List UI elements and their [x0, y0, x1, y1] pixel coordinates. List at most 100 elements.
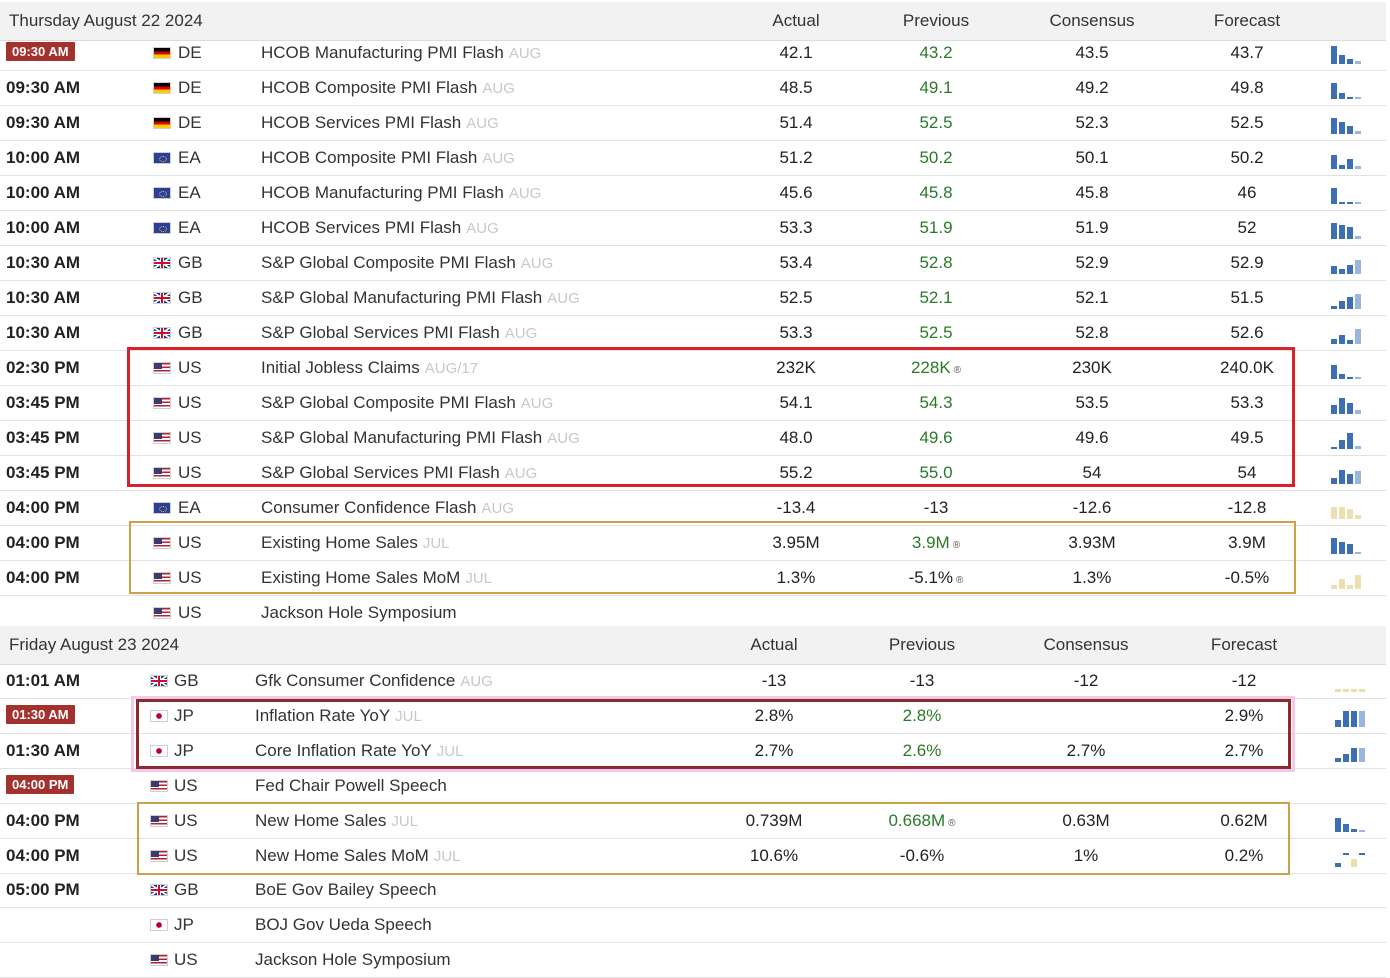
sparkline-icon[interactable] [1330, 289, 1364, 309]
event-row[interactable]: 10:30 AM GB S&P Global Services PMI Flash A… [0, 316, 1386, 351]
sparkline-icon[interactable] [1334, 847, 1368, 867]
event-title[interactable]: BOJ Gov Ueda Speech [255, 915, 432, 935]
sparkline-icon[interactable] [1330, 499, 1364, 519]
sparkline-icon[interactable] [1330, 569, 1364, 589]
event-row[interactable]: 09:30 AM DE HCOB Composite PMI Flash AUG 48.… [0, 71, 1386, 106]
event-row[interactable]: 09:30 AM DE HCOB Services PMI Flash AUG 51.4… [0, 106, 1386, 141]
event-name[interactable]: BoE Gov Bailey Speech [255, 880, 436, 900]
event-row[interactable]: 10:30 AM GB S&P Global Manufacturing PMI F… [0, 281, 1386, 316]
event-row[interactable]: 04:00 PM US New Home Sales MoM JUL 10.6% -0.6… [0, 839, 1386, 874]
event-name[interactable]: New Home Sales MoM JUL [255, 846, 461, 866]
event-row[interactable]: 02:30 PM US Initial Jobless Claims AUG/17 23… [0, 351, 1386, 386]
event-name[interactable]: S&P Global Composite PMI Flash AUG [261, 253, 553, 273]
event-name[interactable]: Fed Chair Powell Speech [255, 776, 447, 796]
event-title[interactable]: S&P Global Manufacturing PMI Flash [261, 288, 543, 307]
event-row[interactable]: 04:00 PM US Existing Home Sales JUL 3.95M 3.9… [0, 526, 1386, 561]
event-row[interactable]: 01:30 AM JP Core Inflation Rate YoY JUL 2.7%… [0, 734, 1386, 769]
event-name[interactable]: S&P Global Composite PMI Flash AUG [261, 393, 553, 413]
sparkline-icon[interactable] [1334, 707, 1368, 727]
event-title[interactable]: HCOB Composite PMI Flash [261, 78, 478, 97]
column-header-previous[interactable]: Previous [888, 635, 956, 654]
event-title[interactable]: Initial Jobless Claims [261, 358, 420, 377]
sparkline-icon[interactable] [1330, 79, 1364, 99]
event-name[interactable]: Existing Home Sales MoM JUL [261, 568, 492, 588]
event-row[interactable]: 01:01 AM GB Gfk Consumer Confidence AUG -13 -… [0, 664, 1386, 699]
event-title[interactable]: HCOB Services PMI Flash [261, 218, 462, 237]
event-name[interactable]: HCOB Manufacturing PMI Flash AUG [261, 183, 541, 203]
sparkline-icon[interactable] [1330, 219, 1364, 239]
sparkline-icon[interactable] [1330, 44, 1364, 64]
event-name[interactable]: BOJ Gov Ueda Speech [255, 915, 432, 935]
event-name[interactable]: S&P Global Manufacturing PMI Flash AUG [261, 288, 580, 308]
event-row[interactable]: 04:00 PM US Existing Home Sales MoM JUL 1.3%… [0, 561, 1386, 596]
event-title[interactable]: S&P Global Services PMI Flash [261, 463, 500, 482]
column-header-forecast[interactable]: Forecast [1210, 635, 1278, 654]
event-title[interactable]: Existing Home Sales [261, 533, 418, 552]
column-header-consensus[interactable]: Consensus [1043, 635, 1129, 654]
sparkline-icon[interactable] [1330, 359, 1364, 379]
event-title[interactable]: Jackson Hole Symposium [261, 603, 457, 622]
event-title[interactable]: Inflation Rate YoY [255, 705, 391, 725]
event-title[interactable]: Core Inflation Rate YoY [255, 740, 432, 760]
event-row[interactable]: 10:00 AM EA HCOB Composite PMI Flash AUG 51.… [0, 141, 1386, 176]
sparkline-icon[interactable] [1330, 429, 1364, 449]
event-name[interactable]: HCOB Services PMI Flash AUG [261, 113, 499, 133]
sparkline-icon[interactable] [1330, 464, 1364, 484]
column-header-forecast[interactable]: Forecast [1213, 11, 1281, 30]
event-row[interactable]: 09:30 AM DE HCOB Manufacturing PMI Flash AU… [0, 36, 1386, 71]
event-name[interactable]: HCOB Manufacturing PMI Flash AUG [261, 43, 541, 63]
event-row[interactable]: 04:00 PM EA Consumer Confidence Flash AUG -1… [0, 491, 1386, 526]
sparkline-icon[interactable] [1330, 114, 1364, 134]
sparkline-icon[interactable] [1330, 394, 1364, 414]
sparkline-icon[interactable] [1330, 149, 1364, 169]
event-title[interactable]: S&P Global Composite PMI Flash [261, 253, 516, 272]
event-title[interactable]: Jackson Hole Symposium [255, 950, 451, 970]
event-row[interactable]: 10:00 AM EA HCOB Services PMI Flash AUG 53.3… [0, 211, 1386, 246]
event-row[interactable]: 03:45 PM US S&P Global Services PMI Flash A… [0, 456, 1386, 491]
event-title[interactable]: S&P Global Manufacturing PMI Flash [261, 428, 543, 447]
event-row[interactable]: 10:30 AM GB S&P Global Composite PMI Flash… [0, 246, 1386, 281]
event-title[interactable]: Consumer Confidence Flash [261, 498, 477, 517]
event-row[interactable]: US Jackson Hole Symposium [0, 943, 1386, 978]
event-name[interactable]: Initial Jobless Claims AUG/17 [261, 358, 478, 378]
event-row[interactable]: 03:45 PM US S&P Global Manufacturing PMI F… [0, 421, 1386, 456]
sparkline-icon[interactable] [1330, 534, 1364, 554]
event-name[interactable]: Existing Home Sales JUL [261, 533, 450, 553]
sparkline-icon[interactable] [1334, 742, 1368, 762]
event-row[interactable]: 01:30 AM JP Inflation Rate YoY JUL 2.8% 2.8% 2… [0, 699, 1386, 734]
event-row[interactable]: 04:00 PM US Fed Chair Powell Speech [0, 769, 1386, 804]
event-name[interactable]: Consumer Confidence Flash AUG [261, 498, 514, 518]
event-title[interactable]: HCOB Manufacturing PMI Flash [261, 183, 504, 202]
event-name[interactable]: New Home Sales JUL [255, 811, 418, 831]
event-title[interactable]: Existing Home Sales MoM [261, 568, 461, 587]
event-row[interactable]: JP BOJ Gov Ueda Speech [0, 908, 1386, 944]
event-row[interactable]: 04:00 PM US New Home Sales JUL 0.739M 0.668M ®… [0, 804, 1386, 839]
event-row[interactable]: 05:00 PM GB BoE Gov Bailey Speech [0, 873, 1386, 909]
event-title[interactable]: HCOB Manufacturing PMI Flash [261, 43, 504, 62]
event-name[interactable]: S&P Global Manufacturing PMI Flash AUG [261, 428, 580, 448]
column-header-actual[interactable]: Actual [750, 635, 798, 654]
event-name[interactable]: HCOB Composite PMI Flash AUG [261, 78, 515, 98]
event-name[interactable]: Jackson Hole Symposium [255, 950, 451, 970]
event-name[interactable]: Gfk Consumer Confidence AUG [255, 671, 493, 691]
sparkline-icon[interactable] [1334, 672, 1368, 692]
event-name[interactable]: HCOB Composite PMI Flash AUG [261, 148, 515, 168]
event-name[interactable]: HCOB Services PMI Flash AUG [261, 218, 499, 238]
event-row[interactable]: 10:00 AM EA HCOB Manufacturing PMI Flash AU… [0, 176, 1386, 211]
event-title[interactable]: Gfk Consumer Confidence [255, 671, 456, 690]
column-header-consensus[interactable]: Consensus [1049, 11, 1135, 30]
event-title[interactable]: S&P Global Composite PMI Flash [261, 393, 516, 412]
column-header-previous[interactable]: Previous [902, 11, 970, 30]
event-title[interactable]: Fed Chair Powell Speech [255, 775, 447, 795]
column-header-actual[interactable]: Actual [772, 11, 820, 30]
event-name[interactable]: S&P Global Services PMI Flash AUG [261, 463, 537, 483]
event-name[interactable]: Core Inflation Rate YoY JUL [255, 741, 463, 761]
event-title[interactable]: HCOB Services PMI Flash [261, 113, 462, 132]
event-title[interactable]: S&P Global Services PMI Flash [261, 323, 500, 342]
sparkline-icon[interactable] [1334, 812, 1368, 832]
sparkline-icon[interactable] [1330, 184, 1364, 204]
event-name[interactable]: Inflation Rate YoY JUL [255, 706, 422, 726]
event-name[interactable]: S&P Global Services PMI Flash AUG [261, 323, 537, 343]
sparkline-icon[interactable] [1330, 324, 1364, 344]
event-row[interactable]: 03:45 PM US S&P Global Composite PMI Flash… [0, 386, 1386, 421]
